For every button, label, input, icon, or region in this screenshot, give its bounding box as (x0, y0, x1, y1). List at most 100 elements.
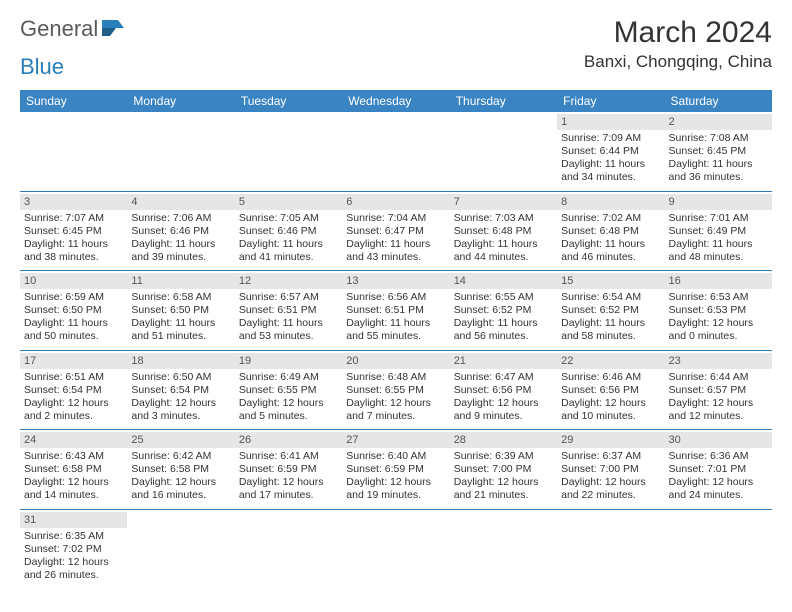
calendar-cell: 2 Sunrise: 7:08 AMSunset: 6:45 PMDaylight… (665, 112, 772, 191)
calendar-cell: 15 Sunrise: 6:54 AMSunset: 6:52 PMDayligh… (557, 271, 664, 351)
day-info: Sunrise: 7:06 AMSunset: 6:46 PMDaylight:… (131, 212, 230, 265)
day-number: 3 (20, 194, 127, 210)
day-number: 8 (557, 194, 664, 210)
day-info: Sunrise: 6:53 AMSunset: 6:53 PMDaylight:… (669, 291, 768, 344)
calendar-cell: 29 Sunrise: 6:37 AMSunset: 7:00 PMDayligh… (557, 430, 664, 510)
day-info: Sunrise: 6:41 AMSunset: 6:59 PMDaylight:… (239, 450, 338, 503)
day-info: Sunrise: 6:54 AMSunset: 6:52 PMDaylight:… (561, 291, 660, 344)
day-info: Sunrise: 6:50 AMSunset: 6:54 PMDaylight:… (131, 371, 230, 424)
calendar-cell: 3 Sunrise: 7:07 AMSunset: 6:45 PMDaylight… (20, 191, 127, 271)
calendar-cell (20, 112, 127, 191)
day-info: Sunrise: 6:59 AMSunset: 6:50 PMDaylight:… (24, 291, 123, 344)
logo-text-2: Blue (20, 54, 64, 80)
day-info: Sunrise: 6:57 AMSunset: 6:51 PMDaylight:… (239, 291, 338, 344)
day-header-row: Sunday Monday Tuesday Wednesday Thursday… (20, 90, 772, 112)
day-number: 6 (342, 194, 449, 210)
day-number: 24 (20, 432, 127, 448)
day-number: 10 (20, 273, 127, 289)
day-number: 14 (450, 273, 557, 289)
day-header: Tuesday (235, 90, 342, 112)
day-info: Sunrise: 7:07 AMSunset: 6:45 PMDaylight:… (24, 212, 123, 265)
calendar-cell: 17 Sunrise: 6:51 AMSunset: 6:54 PMDayligh… (20, 350, 127, 430)
day-number: 18 (127, 353, 234, 369)
day-info: Sunrise: 7:08 AMSunset: 6:45 PMDaylight:… (669, 132, 768, 185)
day-info: Sunrise: 6:42 AMSunset: 6:58 PMDaylight:… (131, 450, 230, 503)
calendar-cell (342, 112, 449, 191)
day-info: Sunrise: 6:35 AMSunset: 7:02 PMDaylight:… (24, 530, 123, 583)
day-number: 1 (557, 114, 664, 130)
day-number: 29 (557, 432, 664, 448)
day-info: Sunrise: 6:36 AMSunset: 7:01 PMDaylight:… (669, 450, 768, 503)
day-number: 9 (665, 194, 772, 210)
day-info: Sunrise: 6:37 AMSunset: 7:00 PMDaylight:… (561, 450, 660, 503)
calendar-cell (450, 509, 557, 588)
calendar-cell: 24 Sunrise: 6:43 AMSunset: 6:58 PMDayligh… (20, 430, 127, 510)
calendar-cell (235, 112, 342, 191)
calendar-cell (665, 509, 772, 588)
day-number: 15 (557, 273, 664, 289)
day-number: 4 (127, 194, 234, 210)
calendar-cell: 30 Sunrise: 6:36 AMSunset: 7:01 PMDayligh… (665, 430, 772, 510)
day-info: Sunrise: 6:46 AMSunset: 6:56 PMDaylight:… (561, 371, 660, 424)
day-number: 27 (342, 432, 449, 448)
flag-icon (102, 16, 124, 42)
day-number: 21 (450, 353, 557, 369)
calendar-cell: 7 Sunrise: 7:03 AMSunset: 6:48 PMDaylight… (450, 191, 557, 271)
day-number: 30 (665, 432, 772, 448)
day-info: Sunrise: 7:09 AMSunset: 6:44 PMDaylight:… (561, 132, 660, 185)
calendar-cell: 21 Sunrise: 6:47 AMSunset: 6:56 PMDayligh… (450, 350, 557, 430)
calendar-cell (557, 509, 664, 588)
calendar-cell (342, 509, 449, 588)
day-info: Sunrise: 7:03 AMSunset: 6:48 PMDaylight:… (454, 212, 553, 265)
day-info: Sunrise: 7:05 AMSunset: 6:46 PMDaylight:… (239, 212, 338, 265)
month-title: March 2024 (584, 16, 772, 50)
day-info: Sunrise: 6:51 AMSunset: 6:54 PMDaylight:… (24, 371, 123, 424)
day-info: Sunrise: 7:04 AMSunset: 6:47 PMDaylight:… (346, 212, 445, 265)
day-info: Sunrise: 6:56 AMSunset: 6:51 PMDaylight:… (346, 291, 445, 344)
day-number: 20 (342, 353, 449, 369)
day-header: Friday (557, 90, 664, 112)
day-info: Sunrise: 6:47 AMSunset: 6:56 PMDaylight:… (454, 371, 553, 424)
calendar-cell: 6 Sunrise: 7:04 AMSunset: 6:47 PMDaylight… (342, 191, 449, 271)
day-info: Sunrise: 6:55 AMSunset: 6:52 PMDaylight:… (454, 291, 553, 344)
day-number: 16 (665, 273, 772, 289)
day-info: Sunrise: 6:44 AMSunset: 6:57 PMDaylight:… (669, 371, 768, 424)
logo: General (20, 16, 126, 42)
calendar-cell: 20 Sunrise: 6:48 AMSunset: 6:55 PMDayligh… (342, 350, 449, 430)
calendar-cell: 5Sunrise: 7:05 AMSunset: 6:46 PMDaylight… (235, 191, 342, 271)
day-header: Thursday (450, 90, 557, 112)
day-number: 31 (20, 512, 127, 528)
day-info: Sunrise: 7:01 AMSunset: 6:49 PMDaylight:… (669, 212, 768, 265)
calendar-cell (450, 112, 557, 191)
day-number: 2 (665, 114, 772, 130)
logo-text-1: General (20, 16, 98, 42)
day-info: Sunrise: 6:43 AMSunset: 6:58 PMDaylight:… (24, 450, 123, 503)
calendar-row: 31 Sunrise: 6:35 AMSunset: 7:02 PMDayligh… (20, 509, 772, 588)
day-number: 17 (20, 353, 127, 369)
calendar-cell: 10 Sunrise: 6:59 AMSunset: 6:50 PMDayligh… (20, 271, 127, 351)
title-block: March 2024 Banxi, Chongqing, China (584, 16, 772, 72)
calendar-cell: 19Sunrise: 6:49 AMSunset: 6:55 PMDayligh… (235, 350, 342, 430)
calendar-row: 3 Sunrise: 7:07 AMSunset: 6:45 PMDaylight… (20, 191, 772, 271)
day-header: Wednesday (342, 90, 449, 112)
day-number: 26 (235, 432, 342, 448)
calendar-cell: 22Sunrise: 6:46 AMSunset: 6:56 PMDayligh… (557, 350, 664, 430)
day-info: Sunrise: 6:48 AMSunset: 6:55 PMDaylight:… (346, 371, 445, 424)
day-number: 13 (342, 273, 449, 289)
calendar-cell: 18 Sunrise: 6:50 AMSunset: 6:54 PMDayligh… (127, 350, 234, 430)
day-number: 25 (127, 432, 234, 448)
calendar-row: 1 Sunrise: 7:09 AMSunset: 6:44 PMDaylight… (20, 112, 772, 191)
day-number: 7 (450, 194, 557, 210)
day-header: Monday (127, 90, 234, 112)
day-info: Sunrise: 6:39 AMSunset: 7:00 PMDaylight:… (454, 450, 553, 503)
day-info: Sunrise: 6:58 AMSunset: 6:50 PMDaylight:… (131, 291, 230, 344)
calendar-cell: 9 Sunrise: 7:01 AMSunset: 6:49 PMDaylight… (665, 191, 772, 271)
calendar-cell: 4 Sunrise: 7:06 AMSunset: 6:46 PMDaylight… (127, 191, 234, 271)
calendar-cell: 12Sunrise: 6:57 AMSunset: 6:51 PMDayligh… (235, 271, 342, 351)
day-info: Sunrise: 7:02 AMSunset: 6:48 PMDaylight:… (561, 212, 660, 265)
calendar-cell: 31 Sunrise: 6:35 AMSunset: 7:02 PMDayligh… (20, 509, 127, 588)
calendar-body: 1 Sunrise: 7:09 AMSunset: 6:44 PMDaylight… (20, 112, 772, 588)
calendar-cell: 23Sunrise: 6:44 AMSunset: 6:57 PMDayligh… (665, 350, 772, 430)
calendar-cell: 8 Sunrise: 7:02 AMSunset: 6:48 PMDaylight… (557, 191, 664, 271)
day-info: Sunrise: 6:49 AMSunset: 6:55 PMDaylight:… (239, 371, 338, 424)
